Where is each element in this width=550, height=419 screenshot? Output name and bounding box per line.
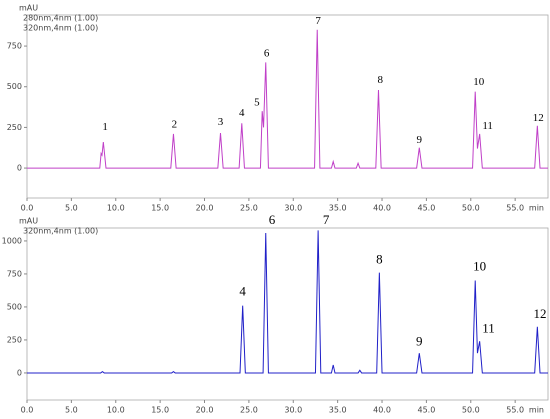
y-tick-label: 750 [7, 42, 22, 51]
plot-frame [26, 14, 549, 199]
peak-label: 12 [533, 112, 544, 124]
x-tick-label: 25.0 [240, 204, 258, 213]
y-tick-label: 750 [7, 269, 22, 278]
chromatogram-trace [27, 230, 548, 374]
peak-label: 7 [323, 212, 330, 227]
peak-label: 9 [417, 134, 423, 146]
y-axis-label: mAU [19, 217, 38, 226]
peak-label: 11 [482, 320, 495, 335]
legend-label: 280nm,4nm (1.00) [23, 14, 98, 23]
x-tick-label: 0.0 [21, 406, 34, 415]
x-tick-label: 40.0 [373, 204, 391, 213]
peak-label: 8 [378, 74, 384, 86]
peak-label: 9 [416, 334, 423, 349]
legend-label: 320nm,4nm (1.00) [23, 227, 98, 236]
y-tick-label: 250 [7, 335, 22, 344]
x-tick-label: 50.0 [462, 204, 480, 213]
x-tick-label: 30.0 [284, 406, 302, 415]
x-tick-label: 35.0 [329, 406, 347, 415]
x-tick-label: 35.0 [329, 204, 347, 213]
plot-frame [26, 227, 549, 401]
peak-label: 11 [482, 120, 493, 132]
peak-label: 6 [269, 212, 276, 227]
peak-label: 3 [218, 116, 224, 128]
peak-label: 4 [239, 107, 245, 119]
y-tick-label: 1000 [2, 236, 22, 245]
x-tick-label: 5.0 [65, 406, 78, 415]
y-tick-label: 250 [7, 123, 22, 132]
x-axis-label: min [529, 204, 544, 213]
peak-label: 1 [102, 121, 108, 133]
x-tick-label: 25.0 [240, 406, 258, 415]
peak-label: 7 [315, 15, 321, 27]
x-tick-label: 5.0 [65, 204, 78, 213]
peak-label: 4 [239, 283, 246, 298]
x-tick-label: 45.0 [417, 204, 435, 213]
x-tick-label: 20.0 [196, 204, 214, 213]
x-tick-label: 10.0 [107, 406, 125, 415]
x-tick-label: 55.0 [506, 406, 524, 415]
peak-label: 12 [534, 306, 547, 321]
peak-label: 10 [473, 258, 486, 273]
peak-label: 2 [172, 118, 178, 130]
x-tick-label: 15.0 [151, 204, 169, 213]
overlay-legend-label: 320nm,4nm (1.00) [23, 24, 98, 33]
x-tick-label: 15.0 [151, 406, 169, 415]
peak-label: 6 [264, 48, 270, 60]
x-tick-label: 20.0 [196, 406, 214, 415]
y-axis-label: mAU [19, 4, 38, 13]
x-tick-label: 10.0 [107, 204, 125, 213]
peak-label: 8 [376, 252, 383, 267]
peak-label: 5 [254, 97, 260, 109]
peak-label: 10 [473, 76, 485, 88]
x-tick-label: 50.0 [462, 406, 480, 415]
y-tick-label: 0 [17, 368, 22, 377]
x-tick-label: 0.0 [21, 204, 34, 213]
x-tick-label: 55.0 [506, 204, 524, 213]
x-tick-label: 30.0 [284, 204, 302, 213]
x-tick-label: 40.0 [373, 406, 391, 415]
y-tick-label: 500 [7, 302, 22, 311]
chromatogram-trace [27, 29, 548, 169]
y-tick-label: 500 [7, 82, 22, 91]
y-tick-label: 0 [17, 164, 22, 173]
x-tick-label: 45.0 [417, 406, 435, 415]
x-axis-label: min [529, 406, 544, 415]
